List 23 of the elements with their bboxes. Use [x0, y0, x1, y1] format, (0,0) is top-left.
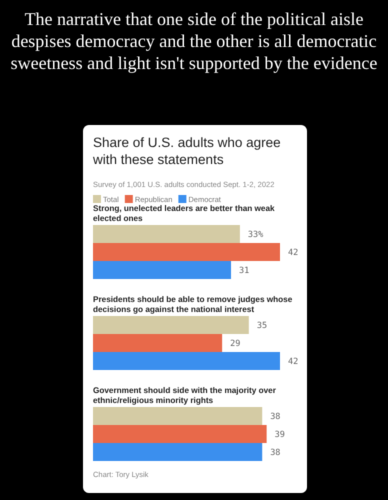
bar [93, 243, 280, 261]
y-tick-label: Strong, unelected leaders are better than weak elected ones [93, 204, 275, 223]
bar [93, 334, 222, 352]
data-label: 38 [270, 448, 280, 458]
bar [93, 425, 267, 443]
bar [93, 443, 262, 461]
data-label: 33% [248, 230, 264, 240]
y-tick-label: Presidents should be able to remove judges whose decisions go against the national interest [93, 295, 293, 314]
data-label: 39 [274, 430, 285, 440]
bar [93, 225, 240, 243]
data-label: 29 [230, 339, 240, 349]
bar [93, 316, 249, 334]
bar [93, 407, 262, 425]
data-label: 38 [270, 412, 280, 422]
data-label: 42 [288, 357, 298, 367]
data-label: 42 [288, 248, 298, 258]
bar [93, 352, 280, 370]
data-label: 31 [239, 266, 250, 276]
bar [93, 261, 232, 279]
data-label: 35 [256, 321, 268, 331]
y-tick-label: Government should side with the majority over ethnic/religious minority rights [93, 386, 277, 405]
chart-title: The narrative that one side of the political aisle despises democracy and the other is all democratic sweetness and light isn't supported by the evidence [10, 8, 378, 74]
chart-subtitle: Share of U.S. adults who agree with these statements [92, 135, 281, 167]
